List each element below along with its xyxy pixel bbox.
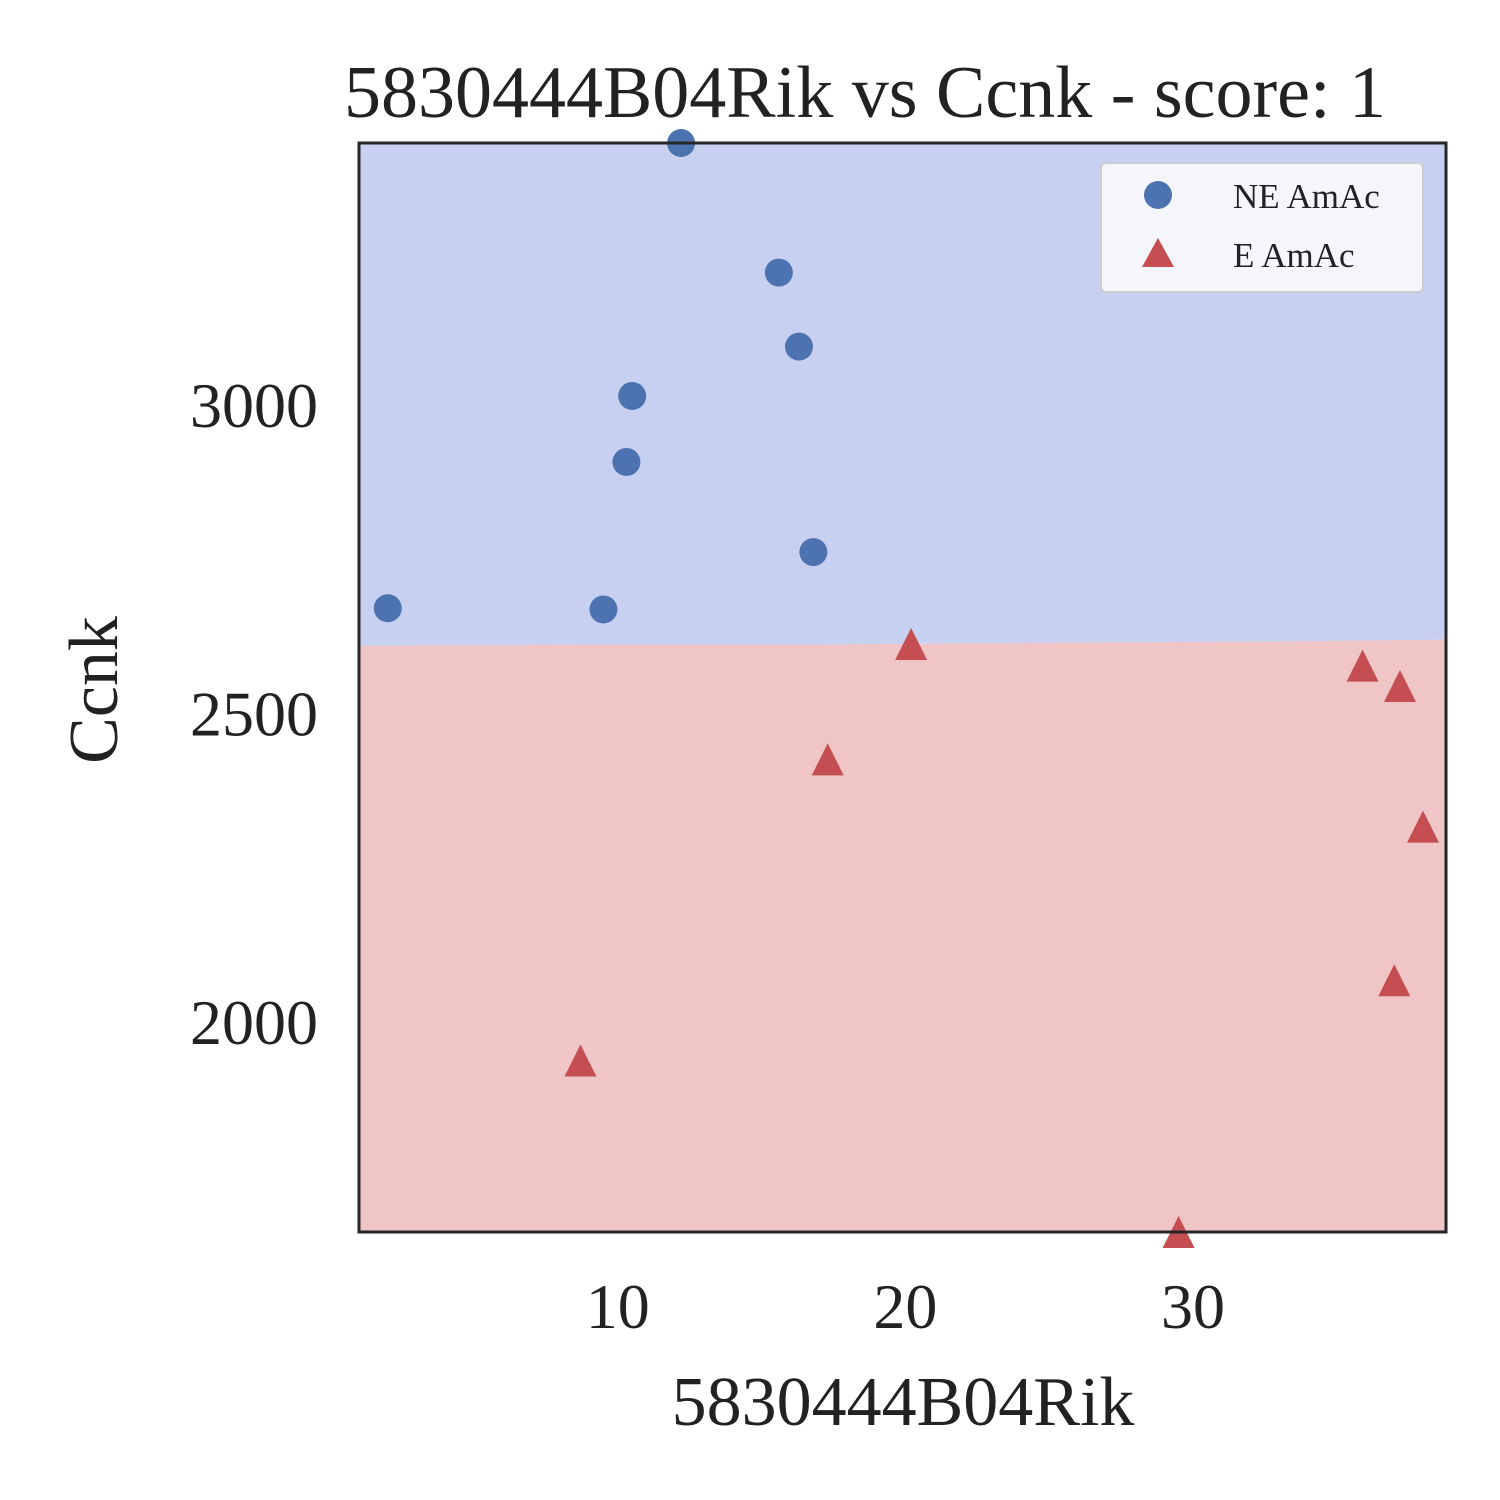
ne-amac-point-4 — [618, 381, 647, 410]
ne-amac-point-6 — [799, 538, 828, 567]
y-axis-label: Ccnk — [56, 616, 133, 764]
legend: NE AmAc E AmAc — [1100, 162, 1424, 293]
ne-amac-point-3 — [784, 332, 813, 361]
e-amac-point-7 — [564, 1044, 597, 1077]
x-axis-label: 5830444B04Rik — [672, 1364, 1135, 1441]
region-e-amac — [359, 639, 1446, 1232]
legend-label-ne-amac: NE AmAc — [1233, 177, 1380, 216]
legend-marker-ne-amac — [1144, 181, 1172, 209]
legend-marker-e-amac — [1142, 238, 1174, 267]
e-amac-point-1 — [895, 628, 928, 661]
ne-amac-point-8 — [589, 595, 618, 624]
x-tick-label-20: 20 — [873, 1271, 937, 1342]
ne-amac-point-2 — [764, 258, 793, 287]
legend-box — [1100, 162, 1424, 293]
chart-title: 5830444B04Rik vs Ccnk - score: 1 — [344, 52, 1386, 134]
ne-amac-point-5 — [612, 447, 641, 476]
ne-amac-point-7 — [373, 594, 402, 623]
y-tick-label-3000: 3000 — [190, 370, 318, 441]
plot-frame — [357, 141, 1448, 1234]
e-amac-point-2 — [1346, 649, 1379, 682]
e-amac-point-3 — [1383, 669, 1416, 702]
y-tick-label-2000: 2000 — [190, 987, 318, 1058]
e-amac-point-5 — [1406, 810, 1439, 843]
e-amac-point-4 — [811, 743, 844, 776]
legend-label-e-amac: E AmAc — [1233, 236, 1355, 275]
x-tick-label-10: 10 — [586, 1271, 650, 1342]
x-tick-label-30: 30 — [1161, 1271, 1225, 1342]
data-points — [373, 129, 1439, 1248]
e-amac-point-6 — [1378, 964, 1411, 997]
y-tick-label-2500: 2500 — [190, 679, 318, 750]
decision-regions — [359, 143, 1446, 1232]
axis-ticks: 10 20 30 2000 2500 3000 — [190, 370, 1225, 1342]
